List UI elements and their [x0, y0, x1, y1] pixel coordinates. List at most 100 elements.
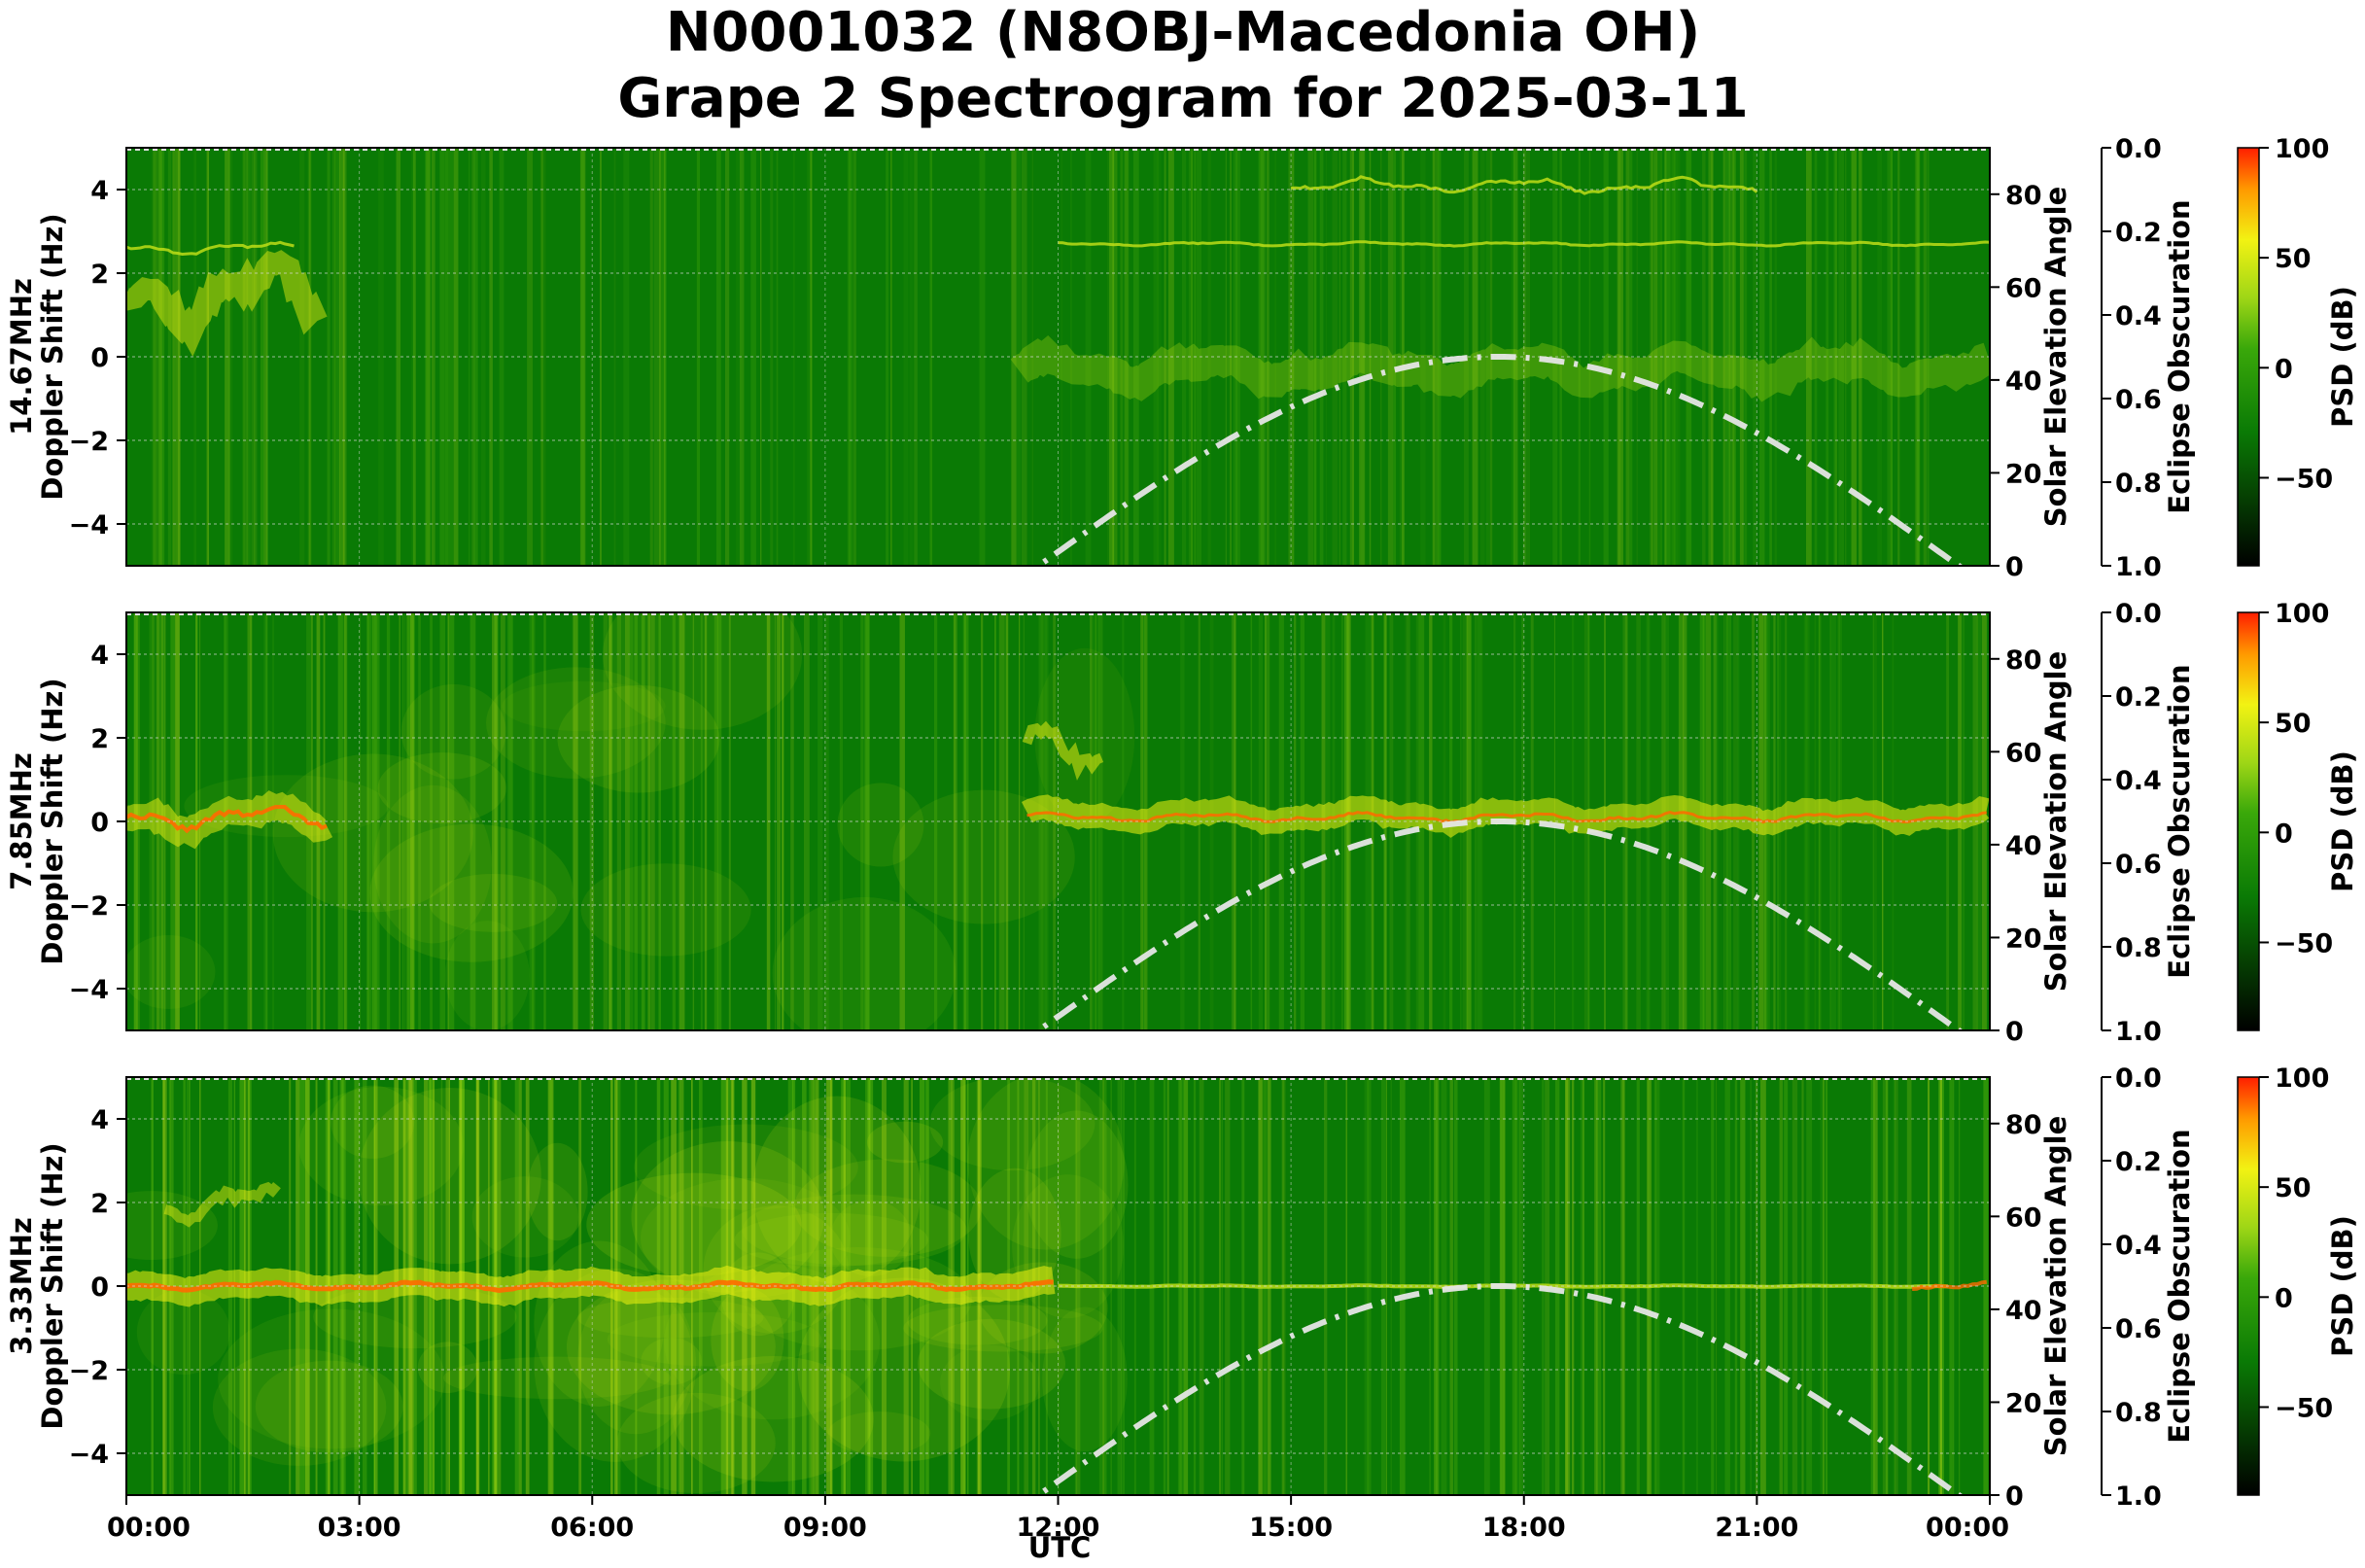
elevation-tick-label: 40 — [2005, 831, 2042, 861]
elevation-tick-label: 40 — [2005, 366, 2042, 397]
solar-elevation-label: Solar Elevation Angle — [2039, 1116, 2072, 1457]
solar-elevation-curve — [1033, 1283, 1965, 1495]
colorbar: 100 50 0 −50 PSD (dB) — [2237, 134, 2359, 567]
eclipse-tick-label: 0.4 — [2115, 1231, 2162, 1261]
carrier-band — [1010, 335, 1990, 402]
colorbar-tick-label: −50 — [2275, 464, 2333, 494]
eclipse-tick-label: 0.4 — [2115, 301, 2162, 331]
eclipse-tick-label: 0.2 — [2115, 218, 2162, 248]
doppler-tick-label: 0 — [90, 808, 109, 838]
colorbar-tick-label: −50 — [2275, 928, 2333, 958]
grid-lines — [126, 612, 1990, 1030]
eclipse-tick-label: 0.8 — [2115, 933, 2162, 963]
doppler-tick-label: −2 — [69, 1356, 109, 1386]
eclipse-axis: 0.0 0.2 0.4 0.6 0.8 1.0 Eclipse Obscuration — [2101, 599, 2196, 1047]
eclipse-tick-label: 0.0 — [2115, 1063, 2162, 1094]
doppler-tick-label: −2 — [69, 891, 109, 922]
carrier-core-early — [126, 805, 328, 834]
band-label: 7.85MHz — [5, 752, 38, 890]
early-burst — [126, 250, 328, 357]
eclipse-axis-label: Eclipse Obscuration — [2163, 1129, 2196, 1443]
spectrogram-14.67MHz — [126, 148, 1990, 566]
colorbar-tick-label: 0 — [2275, 354, 2293, 384]
elevation-tick-label: 60 — [2005, 738, 2042, 768]
time-axis: 00:00 03:00 06:00 09:00 12:00 15:00 18:00 21:00… — [107, 1495, 2009, 1543]
spectrogram-7.85MHz — [126, 612, 1990, 1030]
doppler-tick-label: 0 — [90, 1272, 109, 1303]
diffuse-background — [126, 1077, 1129, 1494]
time-tick-label: 18:00 — [1482, 1513, 1566, 1543]
eclipse-tick-label: 0.6 — [2115, 850, 2162, 880]
colorbar-tick-label: 100 — [2275, 599, 2329, 629]
band-label: 14.67MHz — [5, 278, 38, 436]
spectrogram-3.33MHz — [126, 1077, 1990, 1495]
early-burst — [163, 1181, 281, 1228]
carrier-traces — [126, 720, 1990, 850]
doppler-tick-label: 0 — [90, 343, 109, 373]
colorbar-tick-label: 100 — [2275, 1063, 2329, 1094]
time-tick-label: 15:00 — [1249, 1513, 1333, 1543]
colorbar-tick-label: 0 — [2275, 819, 2293, 849]
doppler-tick-label: 4 — [90, 1105, 109, 1135]
colorbar-tick-label: −50 — [2275, 1393, 2333, 1423]
figure-title-line2: Grape 2 Spectrogram for 2025-03-11 — [617, 67, 1748, 130]
carrier-late — [1912, 1279, 1988, 1291]
elevation-tick-label: 60 — [2005, 1202, 2042, 1233]
colorbar-tick-label: 50 — [2275, 1173, 2312, 1203]
time-tick-label: 06:00 — [550, 1513, 634, 1543]
doppler-tick-label: −4 — [69, 510, 109, 540]
elevation-tick-label: 80 — [2005, 181, 2042, 211]
early-trace — [126, 240, 295, 257]
solar-elevation-axis: 80 60 40 20 0 Solar Elevation Angle — [1990, 181, 2072, 582]
eclipse-axis-label: Eclipse Obscuration — [2163, 199, 2196, 513]
colorbar-tick-label: 50 — [2275, 709, 2312, 739]
eclipse-tick-label: 0.0 — [2115, 599, 2162, 629]
elevation-tick-label: 20 — [2005, 459, 2042, 489]
x-axis-label: UTC — [1028, 1531, 1092, 1564]
eclipse-tick-label: 1.0 — [2115, 1017, 2162, 1047]
elevation-tick-label: 20 — [2005, 1388, 2042, 1418]
diffuse-background — [126, 612, 1135, 1030]
elevation-tick-label: 20 — [2005, 923, 2042, 954]
time-tick-label: 00:00 — [1926, 1513, 2009, 1543]
colorbar-gradient — [2237, 1076, 2260, 1496]
time-tick-label: 03:00 — [318, 1513, 401, 1543]
doppler-tick-label: −4 — [69, 975, 109, 1005]
eclipse-axis: 0.0 0.2 0.4 0.6 0.8 1.0 Eclipse Obscuration — [2101, 134, 2196, 582]
elevation-tick-label: 40 — [2005, 1296, 2042, 1326]
eclipse-tick-label: 0.2 — [2115, 1147, 2162, 1177]
solar-elevation-curve — [1033, 819, 1965, 1030]
doppler-tick-label: 2 — [90, 724, 109, 754]
eclipse-tick-label: 1.0 — [2115, 1481, 2162, 1512]
eclipse-axis: 0.0 0.2 0.4 0.6 0.8 1.0 Eclipse Obscuration — [2101, 1063, 2196, 1512]
doppler-tick-label: 2 — [90, 260, 109, 290]
colorbar-label: PSD (dB) — [2326, 750, 2359, 892]
solar-elevation-axis: 80 60 40 20 0 Solar Elevation Angle — [1990, 1110, 2072, 1512]
colorbar: 100 50 0 −50 PSD (dB) — [2237, 1063, 2359, 1496]
eclipse-tick-label: 1.0 — [2115, 552, 2162, 582]
carrier-core-day — [1026, 811, 1988, 824]
eclipse-axis-label: Eclipse Obscuration — [2163, 664, 2196, 978]
eclipse-tick-label: 0.8 — [2115, 1398, 2162, 1428]
doppler-axis-label: Doppler Shift (Hz) — [36, 1142, 69, 1429]
time-tick-label: 21:00 — [1715, 1513, 1798, 1543]
elevation-tick-label: 0 — [2005, 1017, 2024, 1047]
eclipse-tick-label: 0.6 — [2115, 1314, 2162, 1344]
solar-elevation-curve — [1033, 354, 1965, 566]
elevation-tick-label: 0 — [2005, 552, 2024, 582]
solar-elevation-axis: 80 60 40 20 0 Solar Elevation Angle — [1990, 645, 2072, 1047]
solar-elevation-label: Solar Elevation Angle — [2039, 651, 2072, 993]
doppler-tick-label: 2 — [90, 1189, 109, 1219]
eclipse-tick-label: 0.2 — [2115, 682, 2162, 713]
doppler-tick-label: −4 — [69, 1440, 109, 1470]
carrier-core-night — [126, 1279, 1054, 1294]
colorbar-label: PSD (dB) — [2326, 286, 2359, 428]
colorbar-gradient — [2237, 611, 2260, 1031]
